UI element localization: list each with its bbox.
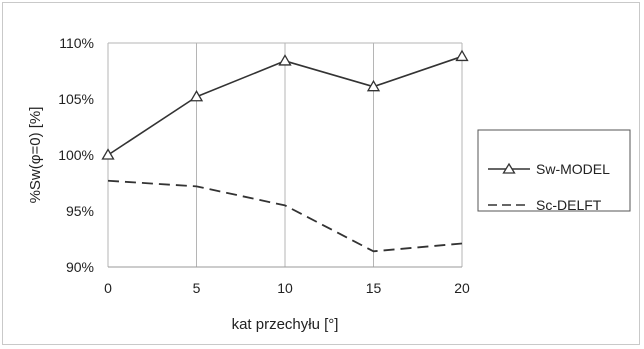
y-tick-label-0: 90%: [66, 259, 94, 275]
data-point-sw-model-0: [101, 148, 115, 160]
x-tick-label-0: 0: [104, 280, 112, 296]
legend-box: [477, 129, 631, 212]
x-tick-label-1: 5: [193, 280, 201, 296]
grid-layer: [107, 43, 463, 267]
data-point-sw-model-4: [455, 49, 469, 62]
axes-layer: [108, 42, 462, 268]
y-tick-label-4: 110%: [59, 35, 94, 51]
x-tick-label-2: 10: [277, 280, 293, 296]
x-axis-title: kat przechyłu [°]: [232, 316, 339, 333]
x-tick-label-4: 20: [454, 280, 470, 296]
data-point-sw-model-1: [189, 89, 204, 102]
x-tick-label-3: 15: [366, 280, 382, 296]
legend: Sw-MODEL Sc-DELFT: [477, 129, 631, 213]
ticks-layer: 90% 95% 100% 105% 110% 0 5 10 15 20: [58, 35, 470, 296]
data-point-sw-model-3: [366, 79, 381, 92]
legend-label-sw-model: Sw-MODEL: [536, 161, 610, 177]
legend-label-sc-delft: Sc-DELFT: [536, 197, 602, 213]
series-line-sc-delft: [107, 179, 463, 253]
y-tick-label-3: 105%: [58, 91, 94, 107]
y-axis-title: %Sw(φ=0) [%]: [27, 107, 44, 204]
data-point-sw-model-2: [278, 54, 292, 66]
y-tick-label-2: 100%: [58, 147, 94, 163]
legend-triangle-marker: [502, 162, 516, 174]
y-tick-label-1: 95%: [66, 203, 94, 219]
series-layer: [101, 49, 469, 253]
